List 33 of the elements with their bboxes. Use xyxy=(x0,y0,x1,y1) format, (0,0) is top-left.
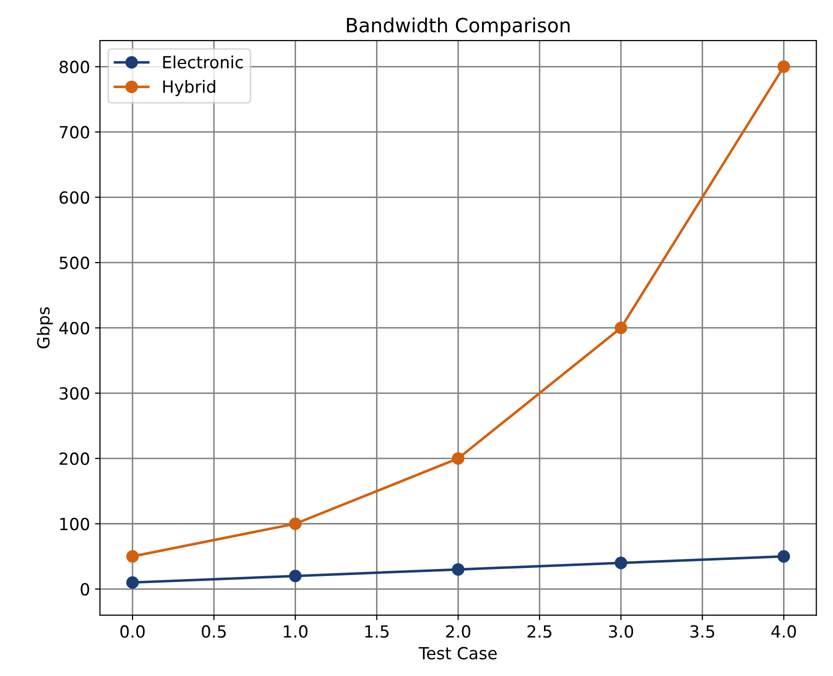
x-tick-label: 3.0 xyxy=(608,625,634,638)
y-tick-label: 600 xyxy=(60,191,90,204)
point xyxy=(126,576,139,589)
point xyxy=(614,322,628,334)
point xyxy=(778,550,790,563)
x-tick-label: 0.5 xyxy=(202,625,226,638)
x-tick-label: 1.0 xyxy=(284,625,308,638)
y-axis-title: Gbps xyxy=(36,307,53,348)
point xyxy=(289,517,302,530)
x-tick-label: 0.0 xyxy=(120,625,145,638)
point xyxy=(614,556,628,570)
point xyxy=(289,570,302,582)
y-tick-label: 700 xyxy=(60,126,90,139)
x-tick-label: 1.5 xyxy=(365,625,389,638)
y-tick-label: 100 xyxy=(60,518,90,530)
y-tick-label: 400 xyxy=(59,322,90,334)
point xyxy=(452,452,464,465)
x-tick-label: 4.0 xyxy=(771,625,796,638)
legend-label: Hybrid xyxy=(163,80,216,96)
chart-title: Bandwidth Comparison xyxy=(347,17,570,36)
x-tick-label: 2.5 xyxy=(528,625,552,638)
y-tick-label: 200 xyxy=(60,452,90,466)
point xyxy=(126,550,139,563)
x-axis-title: Test Case xyxy=(418,646,497,660)
x-tick-label: 2.0 xyxy=(446,625,470,638)
point xyxy=(778,60,790,73)
x-tick-label: 3.5 xyxy=(690,625,714,638)
y-tick-label: 500 xyxy=(60,256,90,270)
y-tick-label: 300 xyxy=(60,387,90,400)
point xyxy=(452,563,464,576)
y-tick-label: 800 xyxy=(60,60,90,74)
legend-label: Electronic xyxy=(163,56,243,68)
y-tick-label: 0 xyxy=(80,583,90,596)
